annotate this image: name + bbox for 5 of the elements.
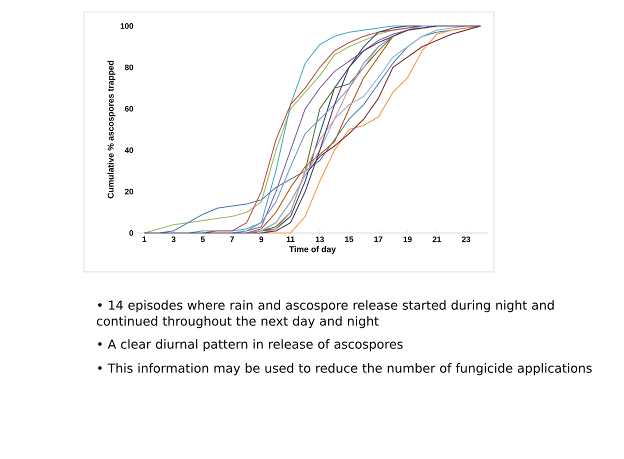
text: • This information may be used to reduce the number of fungicide applications — [98, 363, 592, 376]
text: • 14 episodes where rain and ascospore release started during night and continued throughout the next day and night — [96, 300, 554, 328]
y-axis-title: Cumulative % ascospores trapped — [107, 60, 116, 198]
x-axis-title: Time of day — [289, 246, 336, 254]
text: • A clear diurnal pattern in release of ascospores — [98, 339, 403, 352]
